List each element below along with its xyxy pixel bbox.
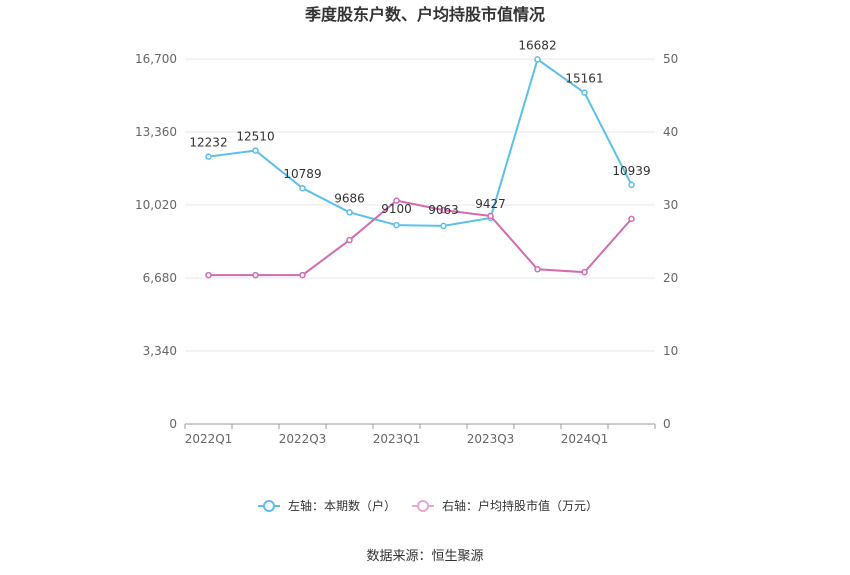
data-point bbox=[252, 271, 259, 279]
data-label: 10939 bbox=[612, 164, 650, 178]
x-tick-label: 2022Q1 bbox=[185, 432, 233, 446]
right-axis: 0 10 20 30 40 50 bbox=[663, 52, 678, 431]
legend-marker-icon bbox=[263, 500, 275, 512]
data-label: 12510 bbox=[236, 130, 274, 144]
data-point bbox=[581, 89, 588, 96]
data-point bbox=[628, 215, 635, 223]
left-tick-label: 0 bbox=[169, 417, 177, 431]
legend-item-2[interactable]: 右轴：户均持股市值（万元） bbox=[412, 498, 598, 513]
right-tick-label: 0 bbox=[663, 417, 671, 431]
source-note: 数据来源：恒生聚源 bbox=[366, 549, 483, 564]
data-point bbox=[252, 147, 259, 154]
left-tick-label: 16,700 bbox=[135, 52, 177, 66]
legend-marker-icon bbox=[417, 500, 429, 512]
left-tick-label: 10,020 bbox=[135, 198, 177, 212]
right-tick-label: 30 bbox=[663, 198, 678, 212]
left-tick-label: 3,340 bbox=[143, 344, 177, 358]
data-label: 16682 bbox=[518, 38, 556, 52]
data-point bbox=[534, 56, 541, 63]
right-tick-label: 10 bbox=[663, 344, 678, 358]
data-point bbox=[487, 212, 494, 220]
right-tick-label: 50 bbox=[663, 52, 678, 66]
data-point bbox=[440, 222, 447, 230]
data-point bbox=[581, 268, 588, 276]
x-tick-label: 2022Q3 bbox=[279, 432, 327, 446]
data-label: 9100 bbox=[381, 202, 412, 216]
data-label: 12232 bbox=[189, 136, 227, 150]
legend-label: 右轴：户均持股市值（万元） bbox=[442, 498, 598, 513]
data-point bbox=[440, 206, 447, 214]
left-axis: 0 3,340 6,680 10,020 13,360 16,700 bbox=[135, 52, 177, 431]
data-point bbox=[393, 221, 400, 229]
data-point bbox=[299, 184, 306, 192]
data-label: 9063 bbox=[428, 203, 459, 217]
legend[interactable]: 左轴：本期数（户） 右轴：户均持股市值（万元） bbox=[258, 498, 598, 513]
series-layer bbox=[205, 56, 635, 279]
data-point bbox=[628, 181, 635, 189]
data-point bbox=[346, 236, 353, 244]
data-point bbox=[393, 197, 400, 204]
data-label: 9686 bbox=[334, 191, 365, 205]
x-tick-label: 2024Q1 bbox=[561, 432, 609, 446]
data-point bbox=[299, 271, 306, 279]
data-point bbox=[534, 265, 541, 273]
data-point bbox=[346, 209, 353, 216]
data-point bbox=[205, 271, 212, 279]
right-tick-label: 40 bbox=[663, 125, 678, 139]
left-tick-label: 6,680 bbox=[143, 271, 177, 285]
data-label: 9427 bbox=[475, 197, 506, 211]
left-tick-label: 13,360 bbox=[135, 125, 177, 139]
data-labels: 12232 12510 10789 9686 9100 9063 9427 16682 1516… bbox=[189, 38, 650, 217]
chart-title: 季度股东户数、户均持股市值情况 bbox=[304, 5, 545, 24]
series-line-2 bbox=[208, 199, 633, 277]
data-label: 10789 bbox=[283, 167, 321, 181]
data-label: 15161 bbox=[565, 72, 603, 86]
x-tick-label: 2023Q3 bbox=[467, 432, 515, 446]
series-line-1 bbox=[208, 57, 633, 227]
right-tick-label: 20 bbox=[663, 271, 678, 285]
legend-item-1[interactable]: 左轴：本期数（户） bbox=[258, 498, 396, 513]
x-axis: 2022Q1 2022Q3 2023Q1 2023Q3 2024Q1 bbox=[184, 423, 656, 446]
data-point bbox=[205, 153, 212, 160]
legend-label: 左轴：本期数（户） bbox=[288, 498, 396, 513]
x-tick-label: 2023Q1 bbox=[373, 432, 421, 446]
